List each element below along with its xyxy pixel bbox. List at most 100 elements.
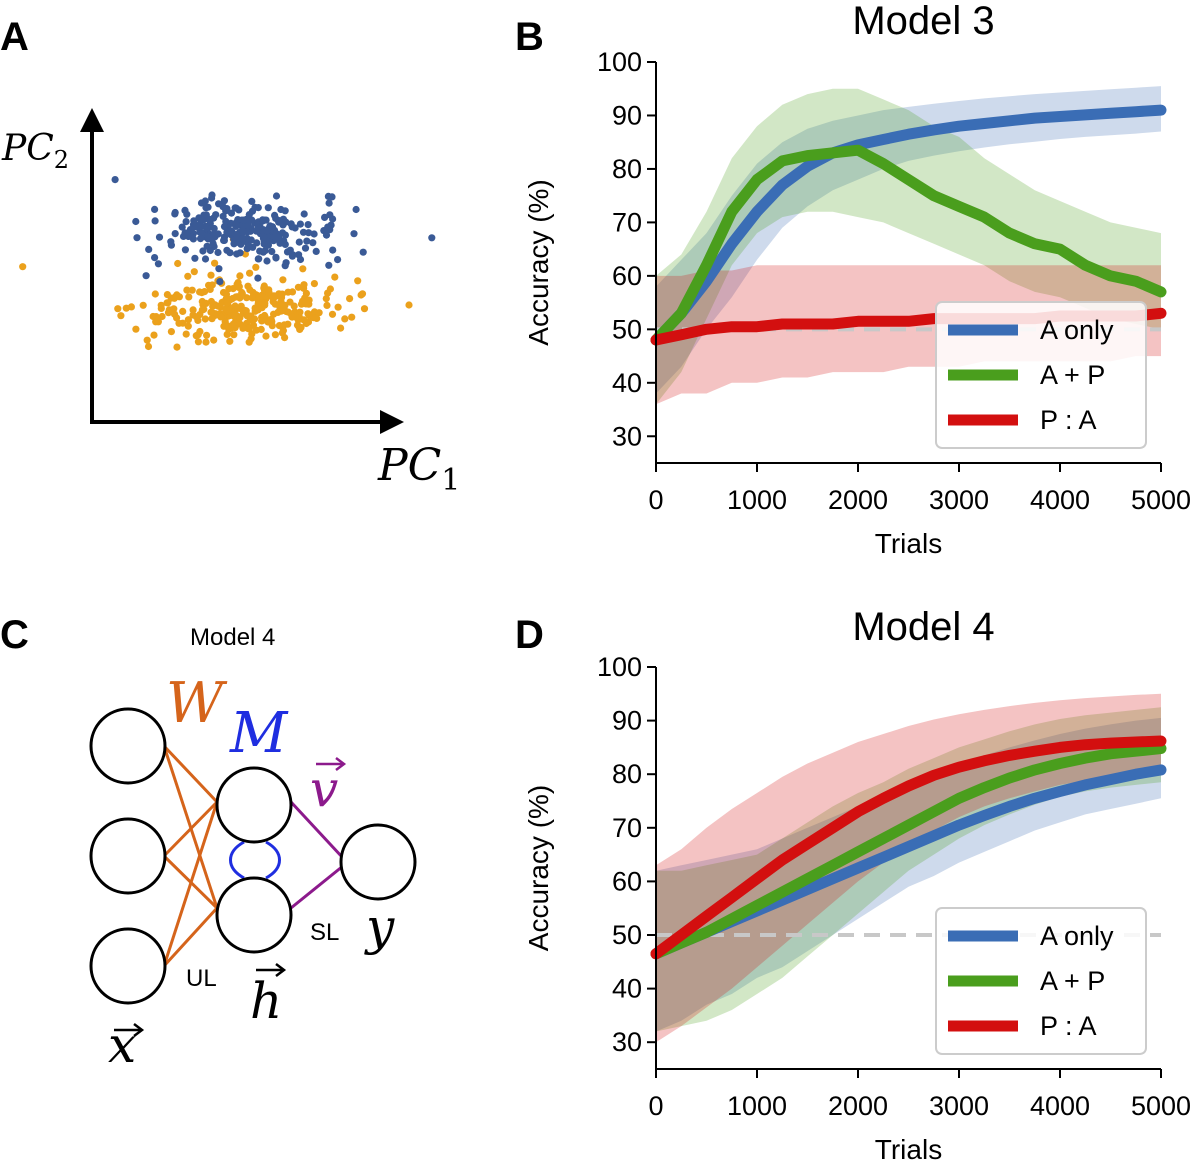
scatter-point bbox=[296, 308, 304, 316]
scatter-point bbox=[263, 257, 271, 265]
scatter-point bbox=[211, 259, 219, 267]
scatter-point bbox=[354, 277, 362, 285]
scatter-point bbox=[231, 204, 239, 212]
y-tick-label: 70 bbox=[612, 207, 642, 237]
scatter-point bbox=[195, 214, 203, 222]
scatter-point bbox=[173, 343, 181, 351]
scatter-point bbox=[202, 299, 210, 307]
scatter-point bbox=[278, 290, 286, 298]
scatter-point bbox=[219, 288, 228, 297]
y-tick-label: 90 bbox=[612, 706, 642, 736]
scatter-point bbox=[145, 245, 153, 253]
scatter-point bbox=[143, 336, 151, 344]
scatter-point bbox=[239, 227, 247, 235]
y-tick-label: 90 bbox=[612, 100, 642, 130]
scatter-point bbox=[170, 305, 178, 313]
scatter-point bbox=[232, 221, 241, 229]
x-tick-label: 0 bbox=[648, 485, 663, 515]
x-vector-label: x bbox=[108, 1016, 145, 1074]
chart-title: Model 3 bbox=[852, 0, 994, 43]
w-edge bbox=[162, 744, 219, 804]
scatter-point bbox=[142, 272, 150, 280]
scatter-point bbox=[215, 200, 223, 208]
scatter-point bbox=[312, 247, 320, 255]
scatter-point bbox=[248, 216, 256, 224]
scatter-point bbox=[305, 296, 313, 304]
scatter-point bbox=[288, 223, 296, 231]
scatter-point bbox=[329, 215, 337, 223]
panel-label-c: C bbox=[0, 613, 29, 657]
scatter-point bbox=[309, 239, 317, 247]
y-tick-label: 50 bbox=[612, 314, 642, 344]
pc2-arrowhead-icon bbox=[80, 108, 104, 132]
pc2-label: PC2 bbox=[1, 128, 69, 174]
scatter-point bbox=[252, 326, 260, 334]
hidden-node-1 bbox=[215, 766, 293, 844]
m-edge-right bbox=[265, 840, 281, 880]
scatter-point bbox=[151, 290, 159, 298]
scatter-point bbox=[164, 299, 172, 307]
m-label: M bbox=[229, 701, 289, 766]
sl-label: SL bbox=[310, 919, 339, 946]
scatter-point bbox=[301, 244, 310, 252]
scatter-point bbox=[281, 207, 289, 215]
scatter-point bbox=[201, 315, 209, 323]
y-label: y bbox=[364, 898, 395, 956]
scatter-point bbox=[272, 192, 281, 200]
scatter-point bbox=[348, 313, 356, 321]
scatter-point bbox=[246, 269, 254, 277]
scatter-point bbox=[196, 235, 205, 243]
v-edge bbox=[290, 864, 344, 910]
scatter-point bbox=[117, 312, 125, 320]
scatter-point bbox=[286, 298, 294, 306]
scatter-point bbox=[261, 247, 269, 255]
x-tick-label: 2000 bbox=[828, 1091, 888, 1121]
input-node-3 bbox=[89, 927, 167, 1005]
scatter-point bbox=[182, 218, 190, 226]
scatter-point bbox=[265, 318, 273, 326]
scatter-point bbox=[210, 214, 218, 222]
scatter-point bbox=[157, 301, 165, 309]
x-tick-label: 0 bbox=[648, 1091, 663, 1121]
scatter-point bbox=[183, 286, 191, 294]
scatter-point bbox=[239, 235, 247, 243]
scatter-point bbox=[305, 229, 313, 237]
scatter-point bbox=[245, 325, 253, 333]
scatter-point bbox=[203, 224, 211, 232]
scatter-point bbox=[322, 295, 330, 303]
scatter-point bbox=[150, 331, 158, 339]
scatter-point bbox=[263, 227, 271, 235]
scatter-point bbox=[207, 297, 215, 306]
panel-label-d: D bbox=[515, 613, 544, 657]
panel-c-network-diagram: Model 4 W M v bbox=[89, 624, 417, 1074]
scatter-point bbox=[324, 289, 332, 297]
scatter-point bbox=[233, 250, 241, 258]
series-line-ap bbox=[650, 144, 1167, 346]
output-node bbox=[339, 823, 417, 901]
scatter-point bbox=[238, 289, 246, 298]
scatter-point bbox=[279, 276, 287, 284]
scatter-point bbox=[215, 265, 223, 273]
scatter-point bbox=[261, 311, 269, 320]
scatter-point bbox=[208, 315, 216, 323]
w-connections bbox=[162, 744, 219, 968]
w-edge bbox=[162, 800, 219, 858]
legend-entry: A + P bbox=[1040, 966, 1105, 996]
scatter-point bbox=[186, 226, 194, 234]
v-connections bbox=[289, 800, 345, 910]
scatter-point bbox=[209, 240, 217, 248]
scatter-point bbox=[184, 272, 192, 280]
scatter-point bbox=[358, 290, 367, 298]
scatter-point bbox=[280, 321, 288, 329]
x-tick-label: 5000 bbox=[1131, 1091, 1191, 1121]
w-edge bbox=[162, 906, 219, 968]
svg-text:v: v bbox=[310, 760, 338, 818]
x-tick-label: 5000 bbox=[1131, 485, 1191, 515]
scatter-point bbox=[139, 301, 147, 309]
scatter-point bbox=[151, 217, 159, 225]
y-tick-label: 60 bbox=[612, 261, 642, 291]
w-label: W bbox=[166, 671, 228, 736]
scatter-point bbox=[226, 337, 234, 345]
